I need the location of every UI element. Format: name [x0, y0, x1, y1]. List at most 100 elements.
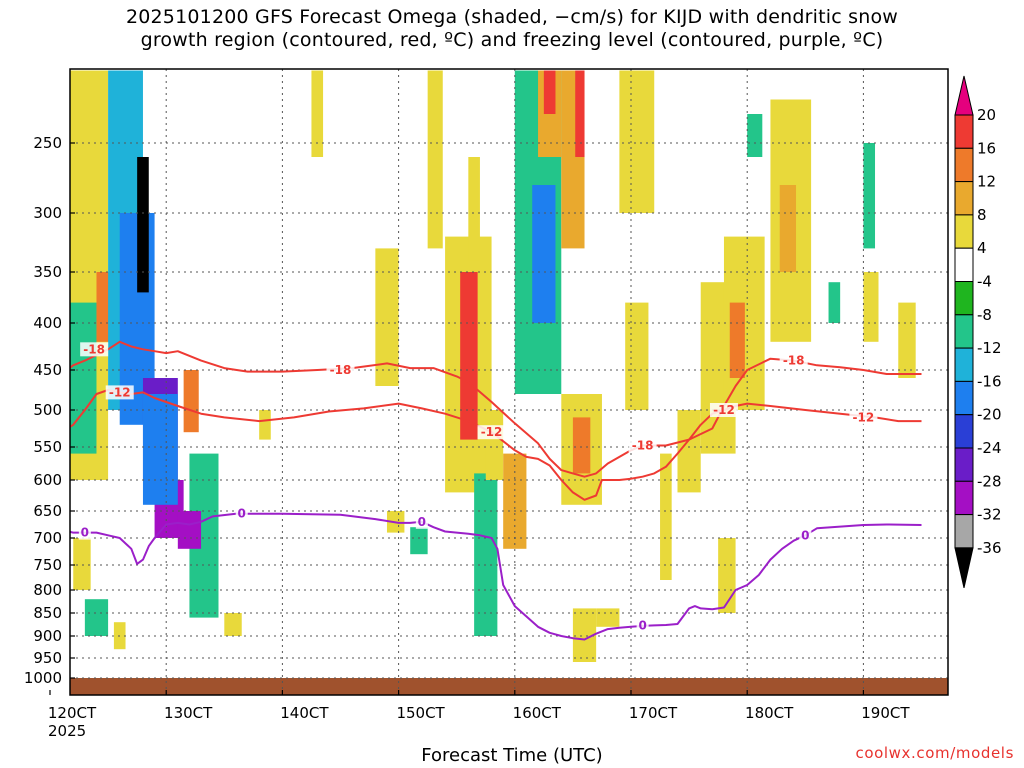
y-axis-tick-label: 550: [33, 438, 62, 456]
x-axis-tick-label: 170CT: [629, 704, 678, 722]
y-axis-tick-label: 900: [33, 627, 62, 645]
grid-lines: [70, 69, 948, 695]
colorbar-level-label: -36: [977, 539, 1002, 557]
contour-label: -12: [713, 403, 735, 417]
colorbar-level-label: -12: [977, 339, 1002, 357]
credit-label: coolwx.com/models: [855, 744, 1014, 762]
omega-cell: [485, 410, 504, 480]
y-axis-tick-label: 1000: [24, 669, 62, 687]
contour-label-bg: [80, 342, 109, 357]
omega-cell: [828, 282, 841, 323]
x-axis: 120CT 130CT 140CT 150CT 160CT 170CT 180CT 190CT: [48, 690, 910, 722]
omega-cell: [572, 417, 591, 474]
omega-cell: [259, 410, 271, 440]
colorbar-segment: [954, 75, 974, 116]
contour-label-bg: [326, 363, 355, 377]
omega-cell: [779, 185, 797, 272]
contour-label-bg: [477, 425, 506, 440]
contour-label-bg: [235, 506, 248, 521]
x-axis-tick-label: 180CT: [745, 704, 794, 722]
colorbar-level-label: -24: [977, 439, 1002, 457]
chart-title: 2025101200 GFS Forecast Omega (shaded, −…: [0, 6, 1024, 52]
omega-cell: [575, 70, 585, 157]
colorbar-level-label: -28: [977, 472, 1002, 490]
contour-label-bg: [78, 525, 91, 540]
chart-title-line-1: 2025101200 GFS Forecast Omega (shaded, −…: [125, 6, 899, 28]
y-axis-tick-label: 600: [33, 471, 62, 489]
omega-cell: [70, 302, 97, 454]
y-axis-tick-label: 950: [33, 649, 62, 667]
omega-cell: [729, 302, 745, 378]
x-axis-tick-label: 150CT: [396, 704, 445, 722]
contour-label-bg: [636, 618, 649, 633]
contour-label-bg: [628, 438, 657, 453]
ground-surface: [70, 678, 948, 695]
colorbar-level-label: 12: [977, 173, 996, 191]
contour-label: -18: [632, 439, 654, 453]
x-axis-tick-label: 140CT: [280, 704, 329, 722]
omega-cell: [73, 538, 91, 590]
omega-cell: [474, 473, 498, 636]
contour-label: -12: [109, 385, 131, 399]
x-axis-tick-label: 120CT: [48, 704, 97, 722]
omega-cell: [718, 538, 736, 613]
y-axis-tick-label: 750: [33, 556, 62, 574]
contour-line-0: [70, 512, 922, 641]
omega-cell: [375, 248, 399, 386]
contour-label: -18: [83, 342, 105, 356]
omega-cell: [619, 70, 655, 213]
colorbar-level-label: -4: [977, 273, 992, 291]
contour-label-bg: [849, 410, 878, 425]
omega-cell: [460, 272, 478, 440]
plot-frame: [69, 68, 949, 696]
y-axis: 250 300 350 400 450 500 550 600 650 700 750 800 850 9…: [24, 134, 75, 687]
contour-label: -12: [853, 410, 875, 424]
colorbar-segment: [954, 214, 974, 249]
colorbar-segment: [954, 447, 974, 482]
y-axis-tick-label: 850: [33, 604, 62, 622]
contour-label: -18: [783, 354, 805, 368]
contour-label: 0: [801, 528, 809, 542]
omega-cell: [596, 608, 620, 627]
y-axis-tick-label: 800: [33, 581, 62, 599]
contour-label: 0: [81, 526, 89, 540]
colorbar-segment: [954, 281, 974, 316]
colorbar-level-label: -8: [977, 306, 992, 324]
x-axis-tick-label: 130CT: [164, 704, 213, 722]
contour-label: 0: [418, 515, 426, 529]
omega-cell: [84, 599, 109, 636]
colorbar-level-label: 8: [977, 206, 987, 224]
contour-label-bg: [415, 514, 428, 529]
omega-cell: [177, 511, 202, 549]
omega-cell: [183, 370, 199, 433]
colorbar-segment: [954, 181, 974, 216]
omega-cell: [863, 143, 876, 249]
colorbar-segment: [954, 414, 974, 449]
omega-cell: [224, 613, 242, 636]
ground-layer: [70, 678, 948, 695]
omega-cell: [625, 302, 649, 410]
y-axis-tick-label: 350: [33, 263, 62, 281]
colorbar-segment: [954, 514, 974, 549]
omega-cell: [410, 527, 428, 555]
colorbar-segment: [954, 247, 974, 282]
colorbar-segment: [954, 380, 974, 416]
colorbar-level-label: -32: [977, 506, 1002, 524]
omega-cell: [142, 394, 178, 505]
omega-cell: [427, 70, 443, 249]
contour-label: -18: [330, 363, 352, 377]
chart-title-line-2: growth region (contoured, red, ºC) and f…: [140, 29, 884, 51]
omega-cell: [468, 157, 480, 261]
contour-label-bg: [709, 403, 738, 417]
y-axis-tick-label: 700: [33, 529, 62, 547]
contour-label-bg: [779, 353, 808, 368]
contour-label: 0: [638, 618, 646, 632]
contour-labels: -18 -18 -18 -18 -12 -12 -12 -12 0 0 0 0 0: [78, 342, 878, 633]
omega-cell: [543, 70, 556, 114]
omega-shading: [70, 70, 916, 662]
omega-cell: [572, 608, 597, 662]
y-axis-tick-label: 400: [33, 314, 62, 332]
contour-label: -12: [481, 425, 503, 439]
y-axis-tick-label: 250: [33, 134, 62, 152]
x-axis-tick-label: 160CT: [513, 704, 562, 722]
